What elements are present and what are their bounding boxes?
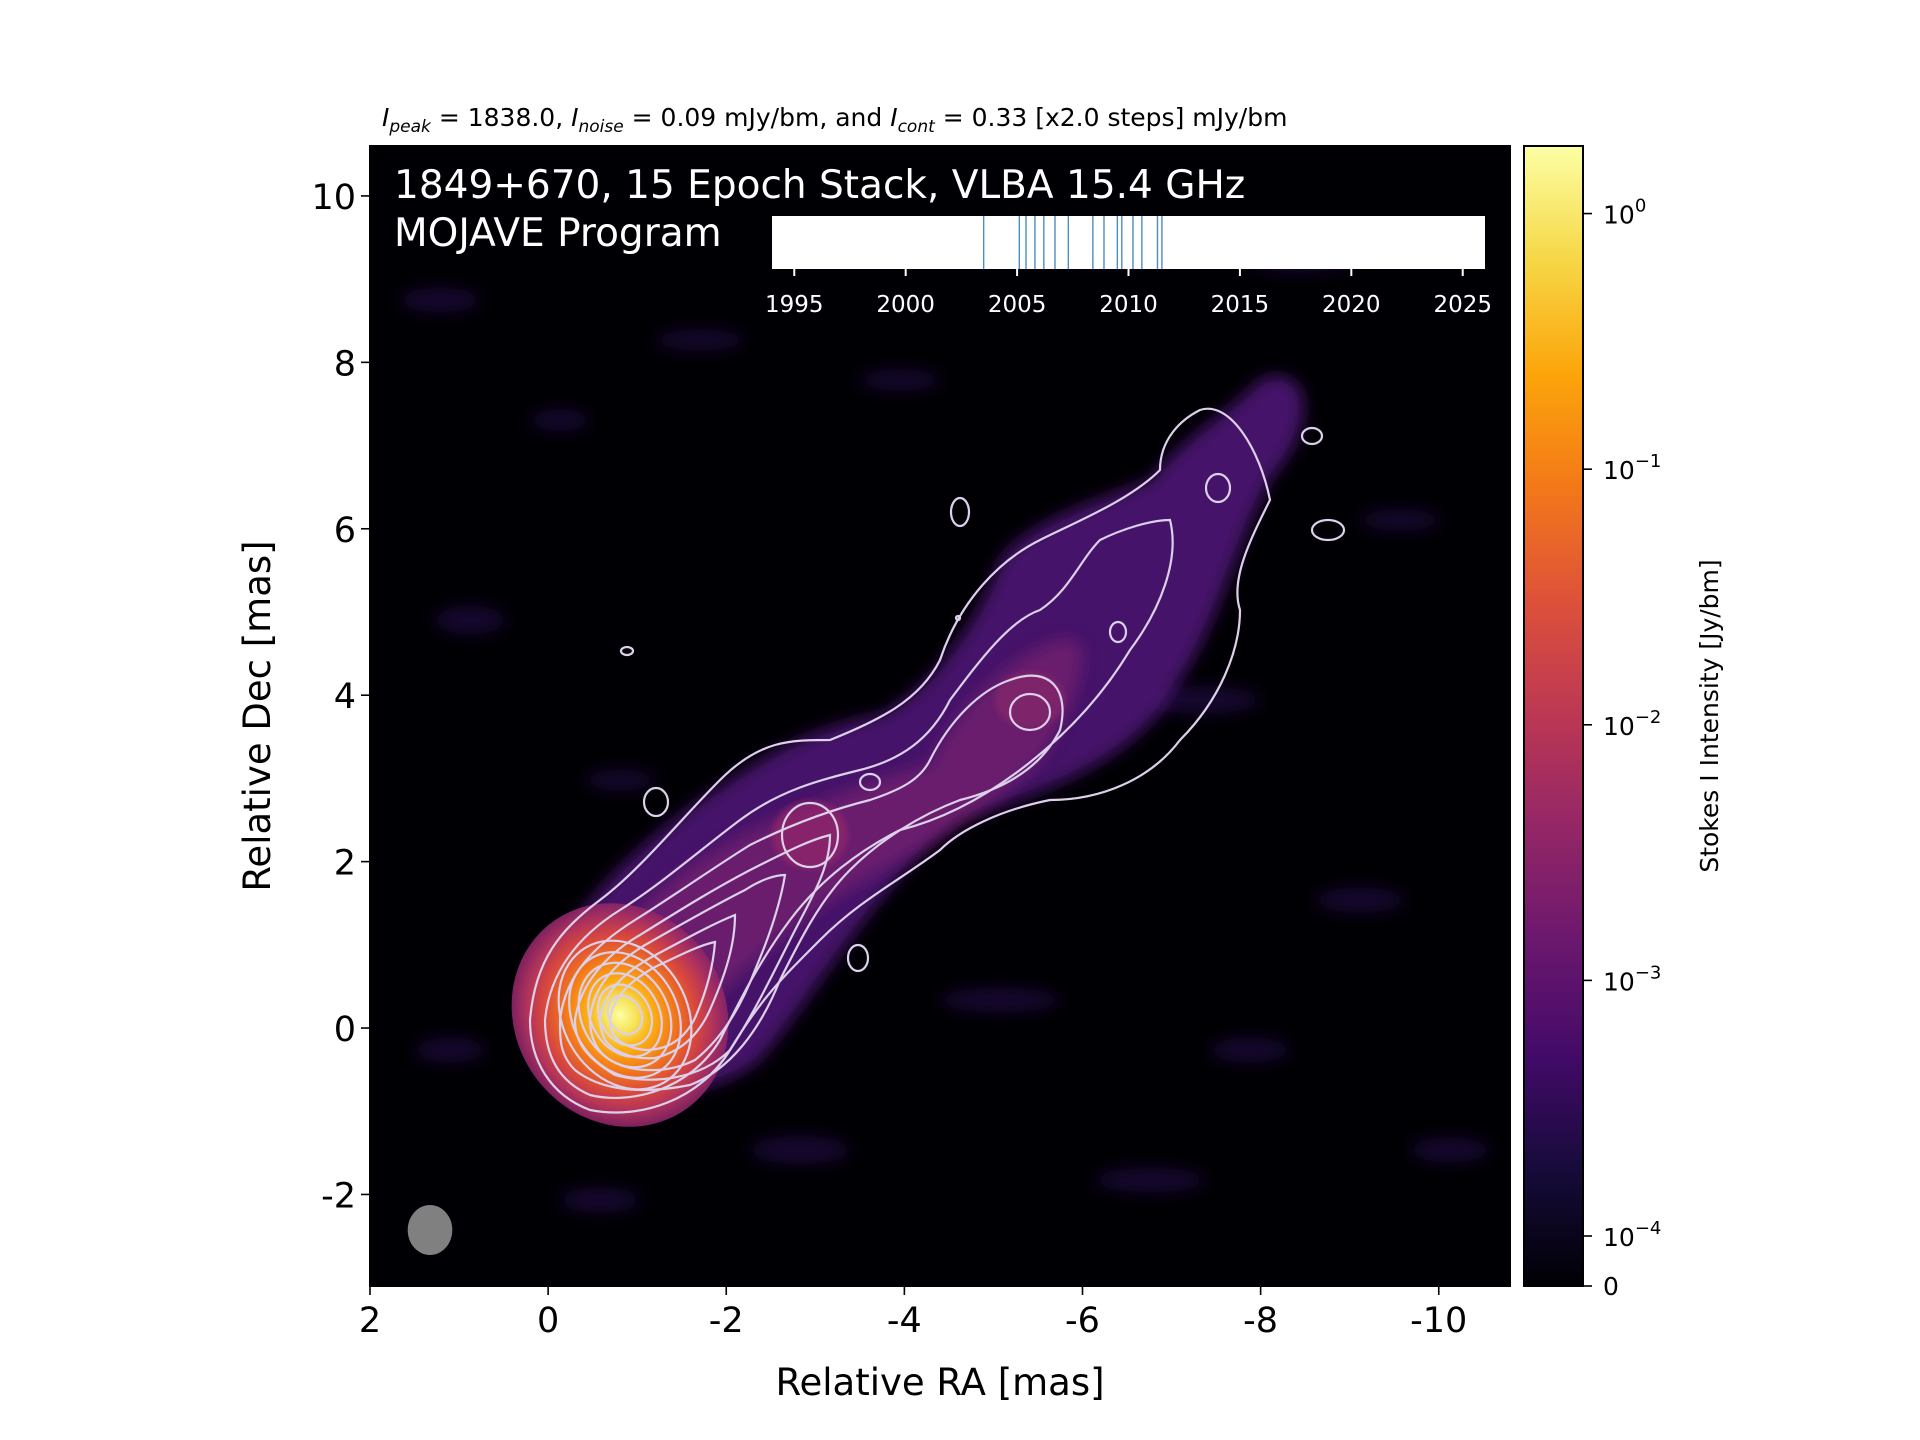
colorbar-ticks: 100 10−1 10−2 10−3 10−4 0 (1583, 196, 1661, 1301)
plot-title-line1: 1849+670, 15 Epoch Stack, VLBA 15.4 GHz (394, 163, 1245, 208)
timeline-tick-label-0: 1995 (765, 292, 824, 318)
timeline-box (772, 216, 1485, 269)
plot-frame (369, 145, 1511, 1287)
x-tick-label-0: 2 (359, 1301, 381, 1341)
timeline-ticks: 1995 2000 2005 2010 2015 2020 2025 (765, 269, 1492, 318)
cb-tick-label-1: 10−1 (1603, 451, 1661, 485)
x-tick-label-2: -2 (709, 1301, 744, 1341)
plot-title-line2: MOJAVE Program (394, 211, 722, 256)
colorbar: 100 10−1 10−2 10−3 10−4 0 Stokes I Intensity … (1523, 145, 1724, 1301)
cb-tick-label-4: 10−4 (1603, 1218, 1661, 1252)
header-line: Ipeak = 1838.0, Inoise = 0.09 mJy/bm, an… (382, 103, 1287, 137)
timeline-tick-label-3: 2010 (1099, 292, 1158, 318)
x-axis-ticks: 2 0 -2 -4 -6 -8 -10 (359, 1286, 1467, 1341)
x-tick-label-5: -8 (1243, 1301, 1278, 1341)
cb-tick-label-0: 100 (1603, 196, 1646, 230)
epoch-timeline: 1995 2000 2005 2010 2015 2020 2025 (765, 216, 1492, 318)
colorbar-gradient (1523, 145, 1584, 1287)
y-tick-label-0: -2 (321, 1176, 356, 1216)
y-tick-label-2: 2 (334, 844, 356, 884)
contours (528, 407, 1346, 1114)
cb-tick-label-zero: 0 (1603, 1272, 1619, 1301)
y-tick-label-3: 4 (334, 677, 356, 717)
y-axis-label: Relative Dec [mas] (236, 540, 279, 891)
timeline-tick-label-1: 2000 (876, 292, 935, 318)
beam-ellipse (407, 1205, 453, 1255)
y-tick-label-5: 8 (334, 344, 356, 384)
epoch-lines (982, 216, 1163, 269)
y-tick-label-1: 0 (334, 1010, 356, 1050)
timeline-tick-label-5: 2020 (1322, 292, 1381, 318)
cb-tick-label-2: 10−2 (1603, 707, 1661, 741)
x-axis-label: Relative RA [mas] (775, 1361, 1104, 1404)
timeline-tick-label-6: 2025 (1433, 292, 1492, 318)
y-tick-label-6: 10 (311, 178, 356, 218)
x-tick-label-3: -4 (887, 1301, 922, 1341)
cb-tick-label-3: 10−3 (1603, 962, 1661, 996)
colorbar-label: Stokes I Intensity [Jy/bm] (1695, 559, 1724, 872)
timeline-tick-label-4: 2015 (1211, 292, 1270, 318)
x-tick-label-1: 0 (537, 1301, 559, 1341)
y-axis-ticks: -2 0 2 4 6 8 10 (311, 178, 370, 1216)
x-tick-label-6: -10 (1410, 1301, 1467, 1341)
image-panel: 1849+670, 15 Epoch Stack, VLBA 15.4 GHz … (369, 145, 1511, 1287)
timeline-tick-label-2: 2005 (988, 292, 1047, 318)
y-tick-label-4: 6 (334, 511, 356, 551)
x-tick-label-4: -6 (1065, 1301, 1100, 1341)
